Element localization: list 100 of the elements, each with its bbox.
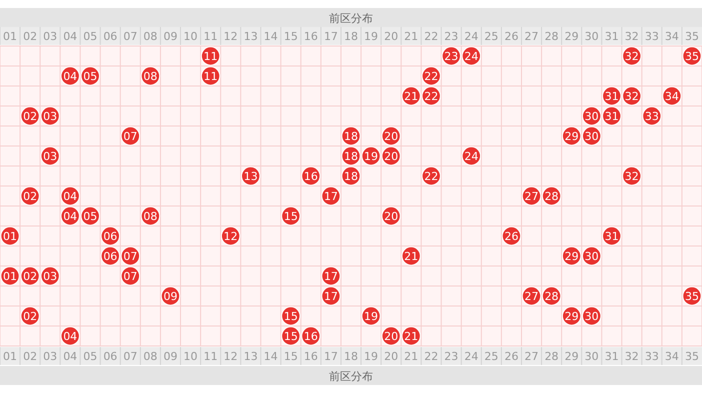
- data-label: 21: [404, 330, 418, 343]
- text: 04: [63, 350, 78, 363]
- data-label: 32: [624, 170, 639, 183]
- data-label: 32: [624, 50, 639, 63]
- data-label: 31: [604, 110, 619, 123]
- x-tick-label: 13: [244, 30, 258, 43]
- data-label: 34: [664, 90, 679, 103]
- data-label: 15: [284, 310, 298, 323]
- data-label: 28: [544, 290, 559, 303]
- text: 15: [284, 350, 298, 363]
- text: 12: [224, 350, 238, 363]
- data-label: 04: [63, 210, 78, 223]
- x-tick-label: 14: [264, 30, 278, 43]
- text: 08: [143, 350, 158, 363]
- data-label: 21: [404, 90, 418, 103]
- data-label: 15: [284, 210, 298, 223]
- text: 17: [324, 350, 338, 363]
- x-tick-label: 31: [604, 30, 619, 43]
- category-label: 10: [184, 350, 198, 363]
- data-label: 08: [143, 70, 158, 83]
- data-label: 04: [63, 190, 78, 203]
- x-tick-label: 03: [43, 30, 58, 43]
- x-tick-label: 08: [143, 30, 158, 43]
- data-label: 04: [63, 330, 78, 343]
- text: 34: [664, 350, 679, 363]
- data-label: 11: [204, 70, 218, 83]
- data-label: 16: [304, 170, 318, 183]
- text: 28: [544, 350, 559, 363]
- text: 27: [524, 350, 539, 363]
- data-label: 31: [604, 230, 619, 243]
- data-label: 19: [364, 310, 378, 323]
- data-label: 17: [324, 270, 338, 283]
- text: 21: [404, 350, 418, 363]
- x-tick-label: 17: [324, 30, 338, 43]
- data-label: 30: [584, 310, 599, 323]
- data-label: 07: [123, 270, 138, 283]
- x-tick-label: 16: [304, 30, 318, 43]
- text: 09: [163, 350, 178, 363]
- text: 30: [584, 350, 599, 363]
- text: 13: [244, 350, 258, 363]
- data-label: 20: [384, 210, 398, 223]
- text: 19: [364, 350, 378, 363]
- text: 32: [624, 350, 639, 363]
- data-label: 35: [684, 290, 699, 303]
- data-label: 17: [324, 290, 338, 303]
- x-tick-label: 30: [584, 30, 599, 43]
- text: 24: [464, 350, 478, 363]
- data-label: 21: [404, 250, 418, 263]
- text: 18: [344, 350, 358, 363]
- category-label: 14: [264, 350, 278, 363]
- text: 06: [103, 350, 118, 363]
- text: 33: [644, 350, 659, 363]
- data-label: 27: [524, 290, 539, 303]
- x-tick-label: 25: [484, 30, 498, 43]
- chart-title: 前区分布: [329, 12, 373, 25]
- data-label: 04: [63, 70, 78, 83]
- x-tick-label: 07: [123, 30, 138, 43]
- x-tick-label: 19: [364, 30, 378, 43]
- x-tick-label: 34: [664, 30, 679, 43]
- data-label: 03: [43, 150, 58, 163]
- data-label: 02: [23, 270, 38, 283]
- data-label: 07: [123, 250, 138, 263]
- x-tick-label: 02: [23, 30, 38, 43]
- text: 11: [204, 350, 218, 363]
- x-tick-label: 24: [464, 30, 478, 43]
- x-axis-title: 前区分布: [329, 370, 373, 383]
- data-label: 19: [364, 150, 378, 163]
- x-tick-label: 27: [524, 30, 539, 43]
- data-label: 08: [143, 210, 158, 223]
- data-label: 05: [83, 210, 98, 223]
- data-label: 27: [524, 190, 539, 203]
- data-label: 07: [123, 130, 138, 143]
- data-label: 22: [424, 170, 438, 183]
- data-label: 02: [23, 110, 38, 123]
- x-tick-label: 11: [204, 30, 218, 43]
- text: 35: [684, 350, 699, 363]
- data-label: 06: [103, 250, 118, 263]
- x-tick-label: 15: [284, 30, 298, 43]
- data-label: 26: [504, 230, 518, 243]
- x-tick-label: 12: [224, 30, 238, 43]
- data-label: 02: [23, 310, 38, 323]
- data-label: 29: [564, 310, 579, 323]
- data-label: 02: [23, 190, 38, 203]
- data-label: 20: [384, 330, 398, 343]
- category-label: 25: [484, 350, 498, 363]
- x-tick-label: 33: [644, 30, 659, 43]
- text: 22: [424, 350, 438, 363]
- data-label: 09: [163, 290, 178, 303]
- data-label: 30: [584, 110, 599, 123]
- x-tick-label: 23: [444, 30, 458, 43]
- data-label: 06: [103, 230, 118, 243]
- data-label: 11: [204, 50, 218, 63]
- text: 31: [604, 350, 619, 363]
- x-tick-label: 18: [344, 30, 358, 43]
- data-label: 22: [424, 90, 438, 103]
- data-label: 20: [384, 150, 398, 163]
- x-tick-label: 10: [184, 30, 198, 43]
- data-label: 16: [304, 330, 318, 343]
- data-label: 15: [284, 330, 298, 343]
- data-label: 05: [83, 70, 98, 83]
